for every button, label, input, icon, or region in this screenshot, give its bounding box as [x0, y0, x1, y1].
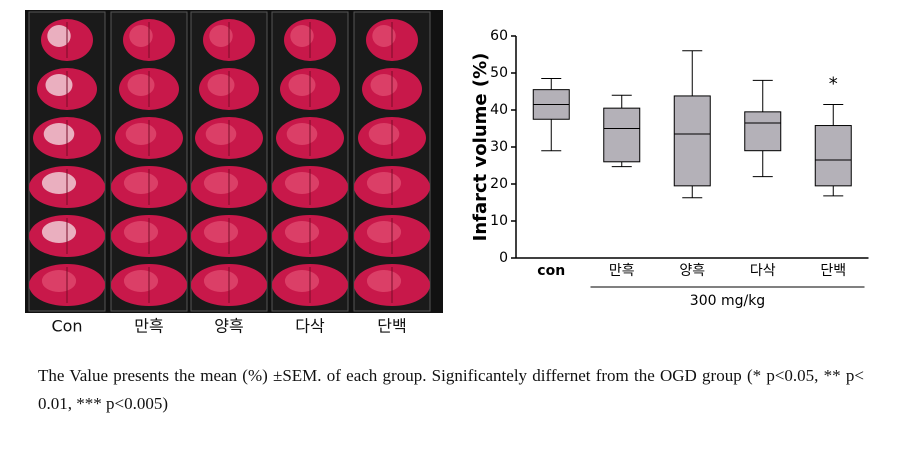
slice-highlight: [125, 123, 157, 145]
slice-highlight: [123, 221, 159, 243]
slice-highlight: [288, 74, 316, 96]
slice-highlight: [203, 221, 239, 243]
group-label: 300 mg/kg: [690, 293, 765, 309]
box: [673, 95, 711, 187]
box-chart: 0 10 20 30 40 50 60 Infarct volume (%) con 만흑 양흑 다삭…: [470, 28, 869, 309]
slice-highlight: [290, 25, 314, 47]
slice-highlight: [366, 270, 402, 292]
slice-highlight: [43, 123, 75, 145]
slice-highlight: [123, 270, 159, 292]
y-tick-label: 40: [490, 102, 508, 118]
slice-highlight: [284, 270, 320, 292]
x-tick-label: con: [537, 263, 565, 279]
slice-highlight: [286, 123, 318, 145]
slice-highlight: [123, 172, 159, 194]
photo-column: [110, 11, 188, 312]
box: [603, 107, 641, 163]
y-axis-label: Infarct volume (%): [470, 53, 491, 242]
annotation: *: [829, 73, 838, 94]
slice-highlight: [209, 25, 233, 47]
photo-label: 양흑: [214, 317, 243, 336]
caption: The Value presents the mean (%) ±SEM. of…: [38, 366, 864, 413]
slice-highlight: [205, 123, 237, 145]
slice-highlight: [372, 25, 396, 47]
x-tick-label: 양흑: [679, 262, 705, 279]
slice-highlight: [41, 172, 77, 194]
slice-highlight: [127, 74, 155, 96]
photo-column: [28, 11, 106, 312]
y-tick-label: 60: [490, 28, 508, 44]
box: [814, 125, 852, 187]
slice-highlight: [47, 25, 71, 47]
photo-column: [271, 11, 349, 312]
slice-highlight: [45, 74, 73, 96]
y-tick-label: 50: [490, 65, 508, 81]
slice-highlight: [41, 221, 77, 243]
photo-column: [353, 11, 431, 312]
slice-highlight: [366, 221, 402, 243]
photo-label: 만흑: [134, 317, 163, 336]
photo-label: 단백: [377, 317, 406, 336]
slice-highlight: [207, 74, 235, 96]
y-tick-label: 20: [490, 176, 508, 192]
slice-highlight: [129, 25, 153, 47]
y-tick-label: 10: [490, 213, 508, 229]
brain-slices: Con 만흑 양흑 다삭 단백: [28, 11, 431, 336]
x-tick-label: 다삭: [750, 263, 776, 279]
photo-label: Con: [51, 317, 82, 336]
slice-highlight: [370, 74, 398, 96]
slice-highlight: [368, 123, 400, 145]
photo-column: [190, 11, 268, 312]
box: [744, 111, 782, 152]
x-tick-label: 만흑: [609, 262, 635, 279]
slice-highlight: [284, 172, 320, 194]
y-tick-label: 30: [490, 139, 508, 155]
slice-highlight: [41, 270, 77, 292]
slice-highlight: [203, 172, 239, 194]
photo-label: 다삭: [295, 317, 325, 336]
slice-highlight: [203, 270, 239, 292]
y-tick-label: 0: [499, 250, 508, 266]
slice-highlight: [366, 172, 402, 194]
x-tick-label: 단백: [820, 263, 846, 279]
slice-highlight: [284, 221, 320, 243]
